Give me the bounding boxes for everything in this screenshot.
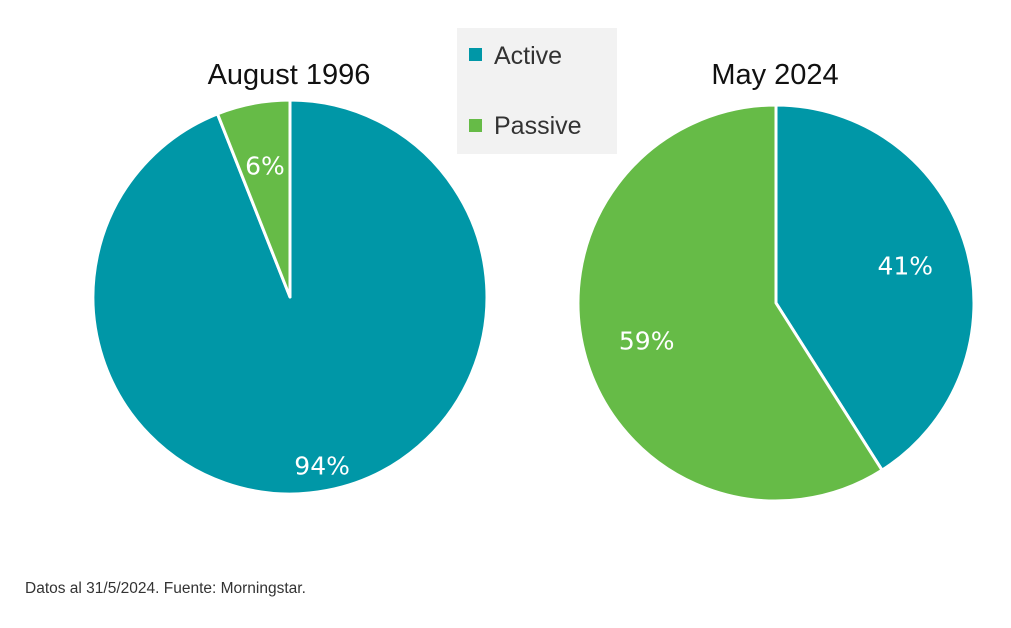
slice-label-active: 94% <box>294 451 350 480</box>
legend-swatch-active <box>469 48 482 61</box>
legend-label-passive: Passive <box>494 112 582 140</box>
pie-slice-passive <box>576 103 884 503</box>
legend: Active Passive <box>457 28 617 154</box>
pie-chart-august-1996: August 1996 94% 6% <box>91 59 489 496</box>
chart-title: August 1996 <box>208 59 371 91</box>
slice-label-passive: 59% <box>619 327 675 356</box>
chart-title: May 2024 <box>711 59 838 91</box>
source-note: Datos al 31/5/2024. Fuente: Morningstar. <box>25 580 306 597</box>
pie-slice-passive <box>215 98 292 299</box>
slice-label-active: 41% <box>878 251 934 280</box>
slice-label-passive: 6% <box>245 151 285 180</box>
legend-swatch-passive <box>469 119 482 132</box>
legend-label-active: Active <box>494 42 562 70</box>
legend-background <box>457 28 617 154</box>
pie-chart-may-2024: May 2024 41% 59% <box>576 59 976 503</box>
